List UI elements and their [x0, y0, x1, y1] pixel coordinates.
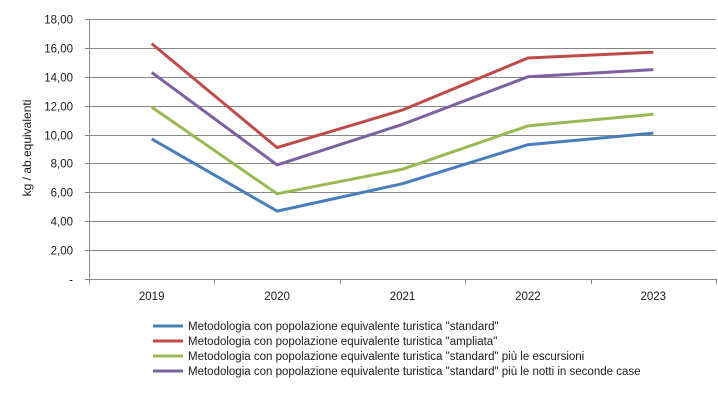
legend-label: Metodologia con popolazione equivalente … — [188, 321, 499, 333]
x-tick-label: 2021 — [390, 291, 416, 303]
legend-label: Metodologia con popolazione equivalente … — [188, 366, 641, 378]
y-tick-label: 16,00 — [44, 44, 73, 56]
y-tick-label: 8,00 — [51, 159, 73, 171]
legend-label: Metodologia con popolazione equivalente … — [188, 351, 584, 363]
y-tick-label: 12,00 — [44, 102, 73, 114]
x-tick-label: 2023 — [641, 291, 667, 303]
y-tick-labels: - 2,00 4,00 6,00 8,00 10,00 12,00 14,00 16,00 18,… — [44, 15, 73, 287]
y-tick-label: 4,00 — [51, 217, 73, 229]
series-line — [150, 105, 654, 196]
series-line — [150, 68, 654, 167]
y-tick-label: 10,00 — [44, 131, 73, 143]
x-tick-label: 2022 — [515, 291, 541, 303]
x-tick-label: 2019 — [139, 291, 165, 303]
y-tick-label: 14,00 — [44, 73, 73, 85]
legend-item: Metodologia con popolazione equivalente … — [153, 321, 499, 333]
axes — [85, 19, 717, 284]
series-line — [150, 131, 654, 213]
y-tick-label: 18,00 — [44, 15, 73, 27]
series-lines — [150, 42, 654, 213]
legend-item: Metodologia con popolazione equivalente … — [153, 351, 584, 363]
legend: Metodologia con popolazione equivalente … — [153, 321, 641, 378]
legend-item: Metodologia con popolazione equivalente … — [153, 336, 497, 348]
y-tick-label: 6,00 — [51, 188, 73, 200]
legend-label: Metodologia con popolazione equivalente … — [188, 336, 497, 348]
series-line — [150, 42, 654, 150]
legend-item: Metodologia con popolazione equivalente … — [153, 366, 641, 378]
x-tick-labels: 2019 2020 2021 2022 2023 — [139, 291, 666, 303]
y-tick-label: 2,00 — [51, 246, 73, 258]
x-tick-label: 2020 — [264, 291, 290, 303]
y-tick-label: - — [69, 275, 73, 287]
y-axis-title: kg / ab.equivalenti — [20, 100, 34, 197]
